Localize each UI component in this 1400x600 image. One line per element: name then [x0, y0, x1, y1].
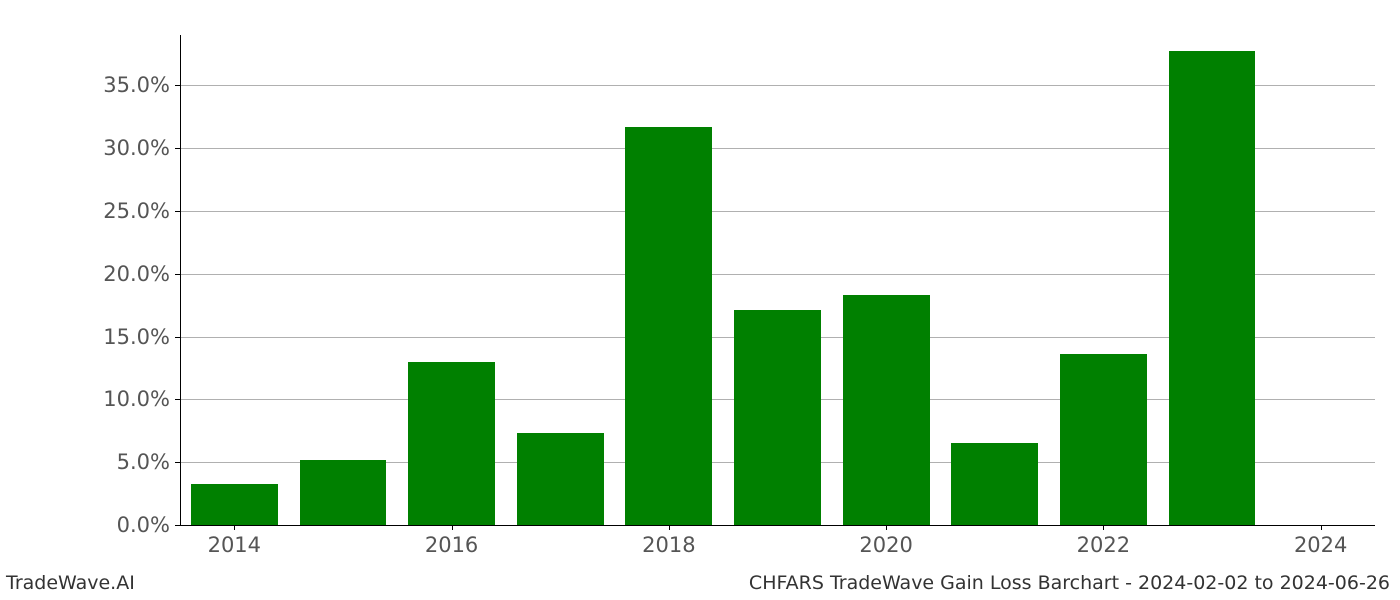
bar: [734, 310, 821, 525]
y-tick-label: 25.0%: [80, 199, 170, 223]
y-axis-line: [180, 35, 181, 525]
bar: [1060, 354, 1147, 525]
y-tick-label: 0.0%: [80, 513, 170, 537]
bar: [300, 460, 387, 525]
bar: [191, 484, 278, 525]
x-axis-line: [180, 525, 1375, 526]
footer-left-label: TradeWave.AI: [6, 572, 135, 594]
x-tick: [886, 525, 887, 530]
y-tick-label: 30.0%: [80, 136, 170, 160]
bar: [951, 443, 1038, 525]
x-tick-label: 2018: [629, 533, 709, 557]
x-tick-label: 2020: [846, 533, 926, 557]
y-tick-label: 5.0%: [80, 450, 170, 474]
y-tick-label: 15.0%: [80, 325, 170, 349]
x-tick-label: 2014: [194, 533, 274, 557]
x-tick: [452, 525, 453, 530]
bar: [1169, 51, 1256, 525]
y-tick-label: 20.0%: [80, 262, 170, 286]
bar: [625, 127, 712, 525]
x-tick-label: 2022: [1063, 533, 1143, 557]
x-tick-label: 2016: [412, 533, 492, 557]
bar: [843, 295, 930, 525]
bar: [408, 362, 495, 525]
x-tick: [1103, 525, 1104, 530]
y-tick-label: 10.0%: [80, 387, 170, 411]
x-tick: [1321, 525, 1322, 530]
x-tick-label: 2024: [1281, 533, 1361, 557]
y-tick-label: 35.0%: [80, 73, 170, 97]
x-tick: [234, 525, 235, 530]
x-tick: [669, 525, 670, 530]
plot-area: [180, 35, 1375, 525]
chart-container: TradeWave.AI CHFARS TradeWave Gain Loss …: [0, 0, 1400, 600]
footer-right-label: CHFARS TradeWave Gain Loss Barchart - 20…: [749, 572, 1390, 594]
bar: [517, 433, 604, 525]
